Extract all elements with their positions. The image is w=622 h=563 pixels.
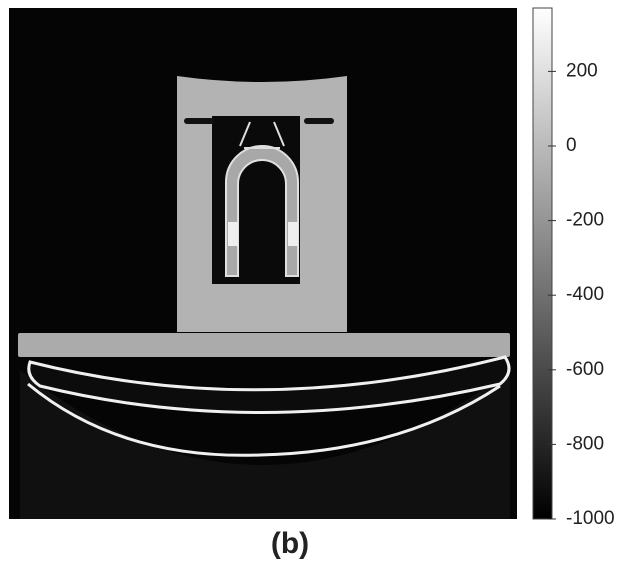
insert-bright <box>288 222 298 246</box>
tick-label: -800 <box>566 433 604 454</box>
tick-label: -200 <box>566 210 604 231</box>
slot <box>304 118 334 124</box>
ct-image <box>9 8 517 519</box>
slot <box>184 118 214 124</box>
tick-label: -600 <box>566 359 604 380</box>
colorbar <box>533 8 552 519</box>
tick-label: 0 <box>566 135 577 156</box>
tick-label: -400 <box>566 284 604 305</box>
tick-label: -1000 <box>566 508 615 529</box>
caption: (b) <box>271 527 309 560</box>
tick-label: 200 <box>566 60 598 81</box>
figure: (b) 200 0 -200 -400 -600 -800 -1000 <box>0 0 622 563</box>
insert-bright <box>228 222 238 246</box>
table-bar <box>18 333 510 357</box>
